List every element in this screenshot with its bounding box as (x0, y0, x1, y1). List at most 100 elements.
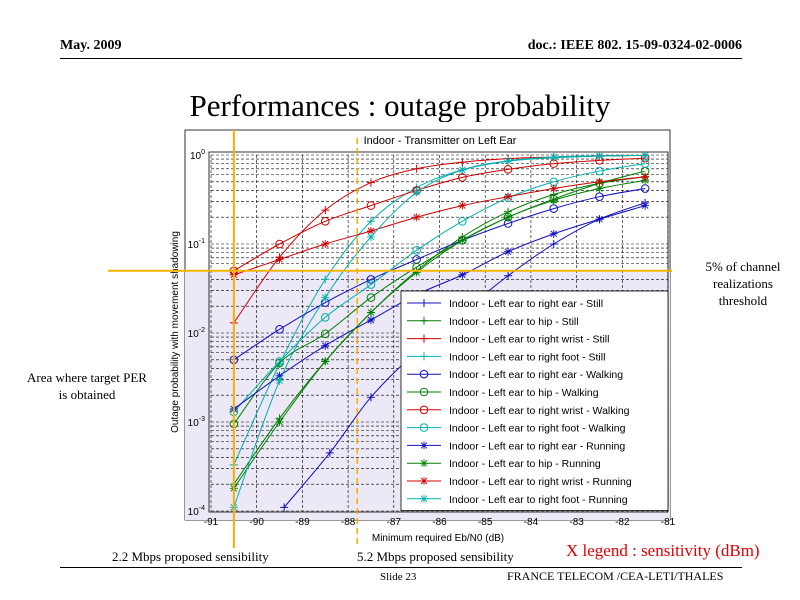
plus-marker (321, 275, 330, 284)
x-tick-label: -82 (615, 517, 630, 528)
footer-divider (60, 567, 742, 568)
circle-marker (419, 405, 429, 415)
asterisk-marker (321, 357, 330, 366)
circle-marker (320, 313, 330, 322)
x-tick-label: -91 (204, 517, 219, 528)
legend-entry: Indoor - Left ear to right ear - Running (407, 440, 625, 452)
x-legend-note: X legend : sensitivity (dBm) (566, 541, 760, 560)
asterisk-marker (366, 232, 375, 241)
circle-marker (419, 369, 429, 379)
asterisk-marker (504, 247, 513, 256)
sensibility-22-label: 2.2 Mbps proposed sensibility (112, 549, 269, 564)
y-tick-label: 10-4 (188, 505, 205, 518)
circle-marker (366, 275, 376, 284)
plus-marker (321, 206, 330, 215)
circle-marker (419, 423, 429, 432)
asterisk-marker (595, 177, 604, 186)
circle-marker (595, 192, 604, 201)
legend-entry: Indoor - Left ear to right wrist - Walki… (407, 405, 630, 417)
circle-marker (366, 293, 376, 302)
x-tick-labels: -91 -90 -89 -88 -87 -86 -85 -84 -83 -82 -81 (204, 517, 676, 528)
legend-label: Indoor - Left ear to hip - Walking (449, 387, 599, 399)
asterisk-marker (366, 226, 375, 235)
series-indoor-left-ear-to-right-foot-running (229, 151, 650, 512)
circle-marker (503, 165, 513, 174)
asterisk-marker (420, 459, 428, 468)
circle-marker (320, 329, 330, 339)
legend-label: Indoor - Left ear to right wrist - Walki… (449, 405, 630, 417)
asterisk-marker (412, 188, 421, 197)
y-tick-label: 10-2 (188, 327, 205, 340)
chart-title: Indoor - Transmitter on Left Ear (364, 135, 517, 147)
asterisk-marker (641, 172, 650, 181)
legend-entry: Indoor - Left ear to right foot - Still (407, 351, 605, 363)
y-tick-label: 100 (190, 149, 205, 162)
asterisk-marker (458, 270, 467, 279)
asterisk-marker (595, 184, 604, 193)
series-line (233, 179, 646, 489)
slide-number: Slide 23 (380, 571, 417, 583)
asterisk-marker (458, 236, 467, 245)
x-tick-label: -85 (478, 517, 493, 528)
circle-marker (549, 204, 559, 213)
asterisk-marker (321, 240, 330, 248)
asterisk-marker (458, 201, 467, 210)
series-line (233, 188, 646, 361)
asterisk-marker (420, 441, 428, 450)
asterisk-marker (366, 315, 375, 324)
asterisk-marker (504, 156, 513, 165)
legend-label: Indoor - Left ear to right foot - Still (449, 351, 605, 363)
x-tick-label: -89 (295, 517, 310, 528)
legend-box (400, 290, 669, 512)
circle-marker (275, 357, 284, 366)
threshold-note: 5% of channel realizations threshold (705, 259, 781, 308)
legend-entry: Indoor - Left ear to hip - Still (407, 316, 579, 328)
legend-label: Indoor - Left ear to right ear - Still (449, 298, 603, 310)
asterisk-marker (595, 151, 604, 160)
legend-entry: Indoor - Left ear to right ear - Walking (407, 369, 623, 381)
asterisk-marker (641, 201, 650, 210)
legend-entry: Indoor - Left ear to right foot - Walkin… (407, 423, 626, 435)
x-tick-label: -90 (249, 517, 264, 528)
x-tick-label: -86 (432, 517, 447, 528)
series-lines (229, 151, 650, 512)
plus-marker (420, 299, 428, 307)
plus-marker (420, 316, 428, 325)
x-tick-label: -87 (387, 517, 402, 528)
circle-marker (412, 245, 421, 255)
header-divider (60, 58, 742, 59)
y-tick-label: 10-1 (188, 238, 205, 251)
asterisk-marker (504, 213, 513, 222)
asterisk-marker (275, 418, 284, 426)
asterisk-marker (549, 152, 558, 161)
asterisk-marker (420, 477, 428, 485)
series-line (233, 157, 646, 272)
asterisk-marker (504, 192, 513, 201)
plus-marker (366, 393, 375, 402)
legend-label: Indoor - Left ear to right ear - Running (449, 440, 625, 452)
circle-marker (366, 280, 376, 289)
series-line (233, 205, 646, 410)
legend-entry: Indoor - Left ear to right ear - Still (407, 298, 603, 310)
plus-marker (366, 217, 375, 226)
circle-marker (595, 166, 604, 176)
reference-lines (108, 130, 672, 548)
circle-marker (320, 216, 330, 226)
plus-marker (549, 240, 558, 248)
slide-title: Performances : outage probability (189, 88, 611, 122)
header-doc-id: doc.: IEEE 802. 15-09-0324-02-0006 (527, 38, 742, 53)
asterisk-marker (595, 215, 604, 224)
x-tick-label: -84 (524, 517, 539, 528)
circle-marker (640, 184, 650, 193)
series-line (233, 170, 646, 425)
plus-marker (366, 178, 375, 187)
footer-organizations: FRANCE TELECOM /CEA-LETI/THALES (507, 569, 724, 583)
circle-marker (275, 239, 284, 249)
asterisk-marker (549, 184, 558, 193)
circle-marker (419, 387, 429, 397)
asterisk-marker (275, 376, 284, 385)
legend-label: Indoor - Left ear to right wrist - Still (449, 334, 609, 346)
target-area-note: Area where target PER is obtained (27, 370, 147, 402)
plus-marker (412, 164, 421, 173)
asterisk-marker (549, 196, 558, 205)
